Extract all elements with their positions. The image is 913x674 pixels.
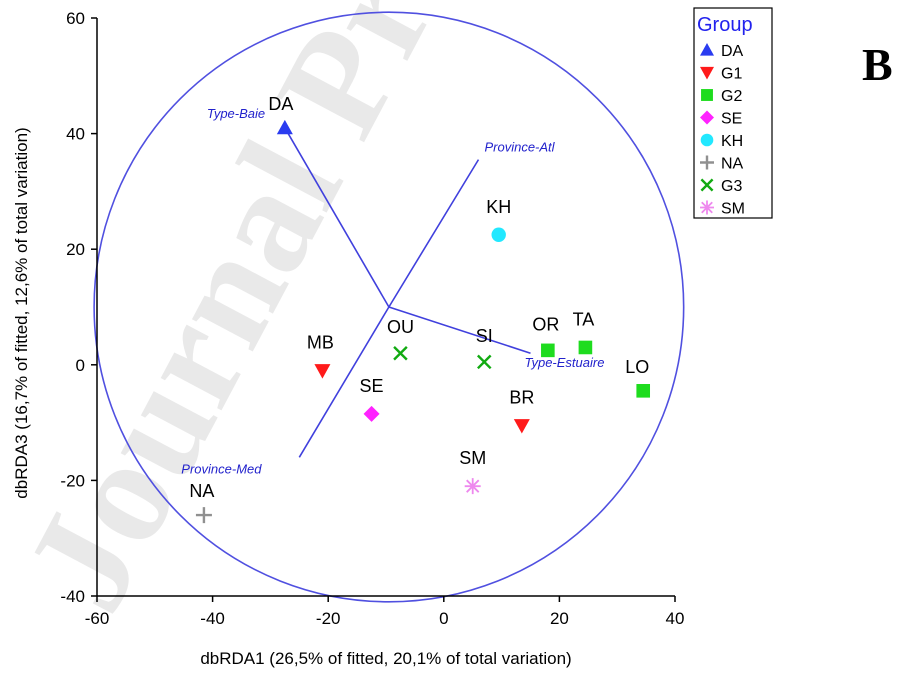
y-tick-label: 20 bbox=[66, 240, 85, 259]
data-point-sm: SM bbox=[459, 448, 486, 495]
data-points: DA MB BR OR TA LO SE KH NA OU SI SM bbox=[189, 94, 651, 524]
vector-label: Province-Atl bbox=[484, 140, 555, 155]
correlation-circle-outline bbox=[93, 11, 685, 603]
point-label: DA bbox=[268, 94, 293, 114]
data-point-da: DA bbox=[268, 94, 293, 135]
data-point-se: SE bbox=[360, 376, 384, 422]
marker-triangle-down bbox=[700, 66, 714, 80]
point-label: LO bbox=[625, 357, 649, 377]
point-label: TA bbox=[573, 309, 595, 329]
marker-circle bbox=[491, 227, 506, 242]
data-point-si: SI bbox=[476, 326, 493, 370]
correlation-circle bbox=[93, 11, 685, 603]
point-label: SI bbox=[476, 326, 493, 346]
data-point-br: BR bbox=[509, 387, 534, 434]
vector-line bbox=[284, 127, 390, 308]
axes: dbRDA1 (26,5% of fitted, 20,1% of total … bbox=[12, 18, 675, 668]
marker-triangle-up bbox=[276, 119, 293, 135]
point-label: OR bbox=[532, 314, 559, 334]
marker-circle bbox=[700, 133, 714, 147]
legend-entry-label: SM bbox=[721, 201, 745, 218]
x-tick-label: 20 bbox=[550, 609, 569, 628]
marker-cross bbox=[477, 354, 492, 370]
point-label: OU bbox=[387, 317, 414, 337]
marker-square bbox=[701, 89, 713, 101]
legend-entry-label: G1 bbox=[721, 66, 742, 83]
x-tick-label: 40 bbox=[666, 609, 685, 628]
legend-entry-da: DA bbox=[700, 43, 744, 60]
y-tick-label: 40 bbox=[66, 125, 85, 144]
data-point-or: OR bbox=[532, 314, 559, 358]
vector-line bbox=[298, 306, 390, 458]
point-label: KH bbox=[486, 197, 511, 217]
legend-entry-na: NA bbox=[700, 155, 744, 173]
marker-diamond bbox=[363, 405, 380, 422]
point-label: NA bbox=[189, 481, 214, 501]
legend: Group DA G1 G2 SE KH NA G3 SM bbox=[693, 7, 773, 219]
legend-entry-se: SE bbox=[700, 110, 742, 128]
legend-entry-label: DA bbox=[721, 43, 744, 60]
legend-entry-kh: KH bbox=[700, 133, 743, 150]
legend-entry-label: G3 bbox=[721, 178, 742, 195]
legend-entry-sm: SM bbox=[700, 200, 745, 218]
marker-square bbox=[541, 343, 555, 358]
point-label: SE bbox=[360, 376, 384, 396]
marker-plus bbox=[195, 507, 212, 524]
point-label: BR bbox=[509, 387, 534, 407]
x-axis-label: dbRDA1 (26,5% of fitted, 20,1% of total … bbox=[200, 649, 571, 668]
y-tick-label: 0 bbox=[76, 356, 85, 375]
legend-entry-label: SE bbox=[721, 111, 742, 128]
legend-entry-g1: G1 bbox=[700, 66, 742, 83]
panel-label: B bbox=[862, 39, 893, 90]
data-point-mb: MB bbox=[307, 333, 334, 379]
marker-cross bbox=[700, 178, 714, 192]
vector-line bbox=[388, 159, 480, 308]
y-tick-label: -40 bbox=[60, 587, 85, 606]
marker-asterisk bbox=[464, 478, 481, 495]
marker-asterisk bbox=[700, 200, 714, 215]
data-point-kh: KH bbox=[486, 197, 511, 242]
y-tick-label: 60 bbox=[66, 9, 85, 28]
legend-entry-g3: G3 bbox=[700, 178, 742, 195]
marker-triangle-down bbox=[314, 364, 331, 379]
x-tick-label: -20 bbox=[316, 609, 341, 628]
x-tick-label: 0 bbox=[439, 609, 448, 628]
x-tick-label: -40 bbox=[200, 609, 225, 628]
vector-label: Type-Estuaire bbox=[525, 355, 605, 370]
data-point-ta: TA bbox=[573, 309, 595, 355]
vector-line bbox=[388, 306, 531, 355]
marker-triangle-up bbox=[700, 43, 714, 56]
vector-label: Province-Med bbox=[181, 461, 262, 476]
point-label: SM bbox=[459, 448, 486, 468]
y-axis-label: dbRDA3 (16,7% of fitted, 12,6% of total … bbox=[12, 127, 31, 498]
marker-triangle-down bbox=[513, 419, 530, 434]
vector-overlay: Type-Baie Province-Atl Type-Estuaire Provin… bbox=[181, 106, 604, 476]
legend-entry-label: G2 bbox=[721, 88, 742, 105]
legend-entry-label: NA bbox=[721, 156, 744, 173]
x-tick-label: -60 bbox=[85, 609, 110, 628]
legend-entry-g2: G2 bbox=[701, 88, 742, 105]
legend-title: Group bbox=[697, 14, 753, 36]
data-point-lo: LO bbox=[625, 357, 651, 398]
marker-square bbox=[636, 384, 651, 398]
vector-label: Type-Baie bbox=[207, 106, 265, 121]
marker-cross bbox=[393, 345, 408, 361]
point-label: MB bbox=[307, 333, 334, 353]
data-point-na: NA bbox=[189, 481, 214, 524]
marker-plus bbox=[700, 155, 714, 170]
marker-diamond bbox=[700, 110, 714, 125]
y-tick-label: -20 bbox=[60, 471, 85, 490]
data-point-ou: OU bbox=[387, 317, 414, 361]
legend-entry-label: KH bbox=[721, 133, 743, 150]
marker-square bbox=[578, 340, 593, 355]
